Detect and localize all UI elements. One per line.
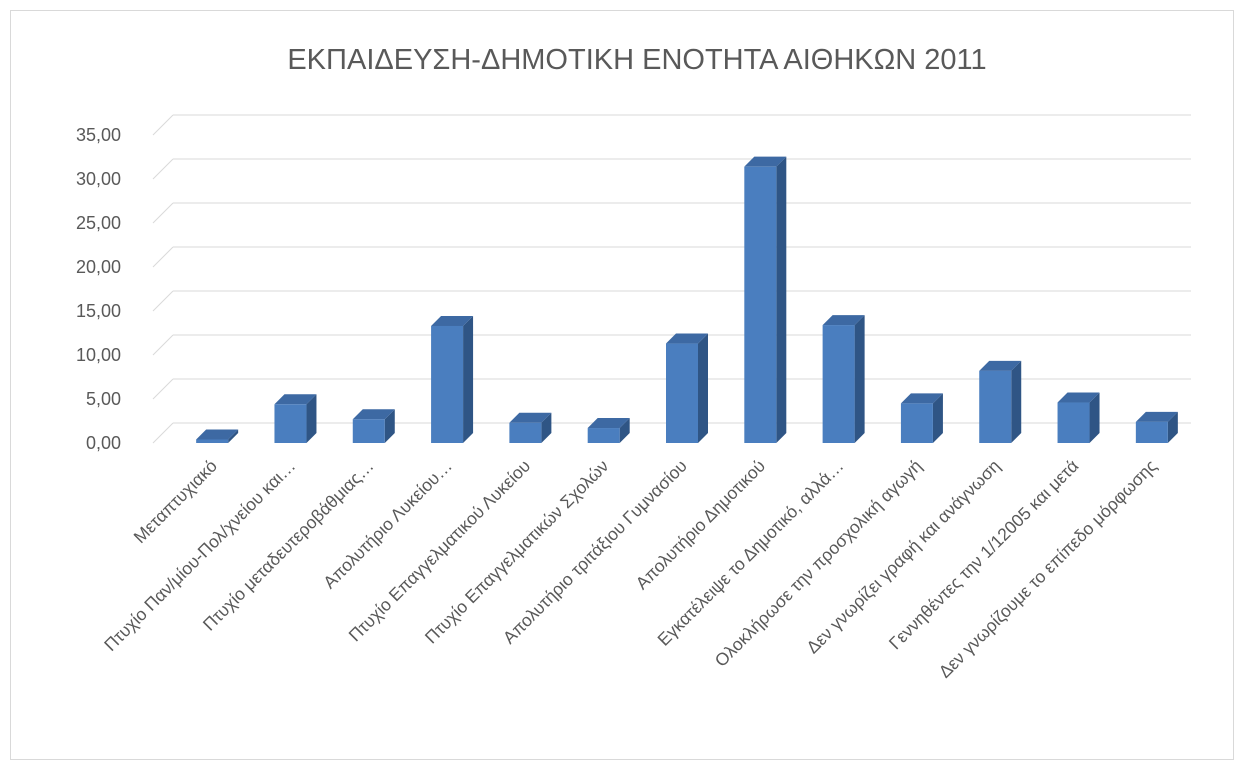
gridline-slant [152, 378, 174, 400]
bar-top [431, 315, 474, 326]
bar [900, 403, 933, 443]
x-tick-label: Πτυχίο μεταδευτεροβάθμιας… [199, 456, 378, 635]
gridline-slant [152, 158, 174, 180]
bar-top [979, 360, 1022, 371]
y-tick-label: 10,00 [76, 345, 121, 365]
bar [744, 166, 777, 443]
bar [822, 325, 855, 443]
y-tick-label: 25,00 [76, 213, 121, 233]
y-tick-label: 35,00 [76, 125, 121, 145]
y-axis-ticks: 0,00 5,00 10,00 15,00 20,00 25,00 30,00 35,00 [76, 125, 121, 453]
bar [979, 370, 1012, 443]
bar-side [1089, 392, 1100, 443]
bar-side [776, 156, 787, 443]
bar-top [744, 156, 787, 167]
bar-top [352, 409, 395, 420]
bar-side [854, 315, 865, 443]
bar-top [509, 412, 552, 423]
x-tick-label: Απολυτήριο Δημοτικού [632, 456, 770, 594]
bar-side [306, 394, 317, 443]
chart-title: ΕΚΠΑΙΔΕΥΣΗ-ΔΗΜΟΤΙΚΗ ΕΝΟΤΗΤΑ ΑΙΘΗΚΩΝ 2011 [287, 44, 986, 76]
gridline-slant [152, 246, 174, 268]
bar [431, 325, 464, 443]
y-tick-label: 5,00 [86, 389, 121, 409]
bar-top [1057, 392, 1100, 403]
y-tick-label: 20,00 [76, 257, 121, 277]
gridline-slant [152, 114, 174, 136]
bar-side [1011, 360, 1022, 443]
bar-top [822, 315, 865, 326]
bar-side [698, 333, 708, 443]
bar-top [196, 429, 239, 440]
chart-frame: ΕΚΠΑΙΔΕΥΣΗ-ΔΗΜΟΤΙΚΗ ΕΝΟΤΗΤΑ ΑΙΘΗΚΩΝ 2011… [10, 10, 1234, 760]
y-tick-label: 30,00 [76, 169, 121, 189]
y-tick-label: 0,00 [86, 433, 121, 453]
bar [509, 422, 542, 443]
chart-canvas: ΕΚΠΑΙΔΕΥΣΗ-ΔΗΜΟΤΙΚΗ ΕΝΟΤΗΤΑ ΑΙΘΗΚΩΝ 2011… [76, 44, 1191, 682]
gridline-slant [152, 422, 174, 444]
bar-top [900, 393, 943, 404]
bar [1135, 421, 1168, 443]
bar [274, 404, 307, 443]
bar-top [274, 394, 317, 405]
bar [196, 439, 229, 443]
bar-side [228, 429, 239, 443]
bars [196, 156, 1178, 443]
bar-side [541, 412, 552, 443]
y-tick-label: 15,00 [76, 301, 121, 321]
bar-side [463, 315, 474, 443]
gridline-slant [152, 334, 174, 356]
bar-side [1167, 411, 1178, 443]
bar [666, 343, 698, 443]
gridline-slant [152, 202, 174, 224]
bar-side [932, 393, 943, 443]
bar-side [619, 418, 630, 443]
bar-top [666, 333, 708, 344]
gridline-slant [152, 290, 174, 312]
bar [1057, 402, 1090, 443]
bar-side [384, 409, 395, 443]
bar-top [1135, 411, 1178, 422]
x-tick-label: Απολυτήριο Λυκείου… [319, 456, 456, 593]
bar-top [587, 418, 630, 429]
bar [587, 428, 620, 443]
bar [352, 419, 385, 443]
